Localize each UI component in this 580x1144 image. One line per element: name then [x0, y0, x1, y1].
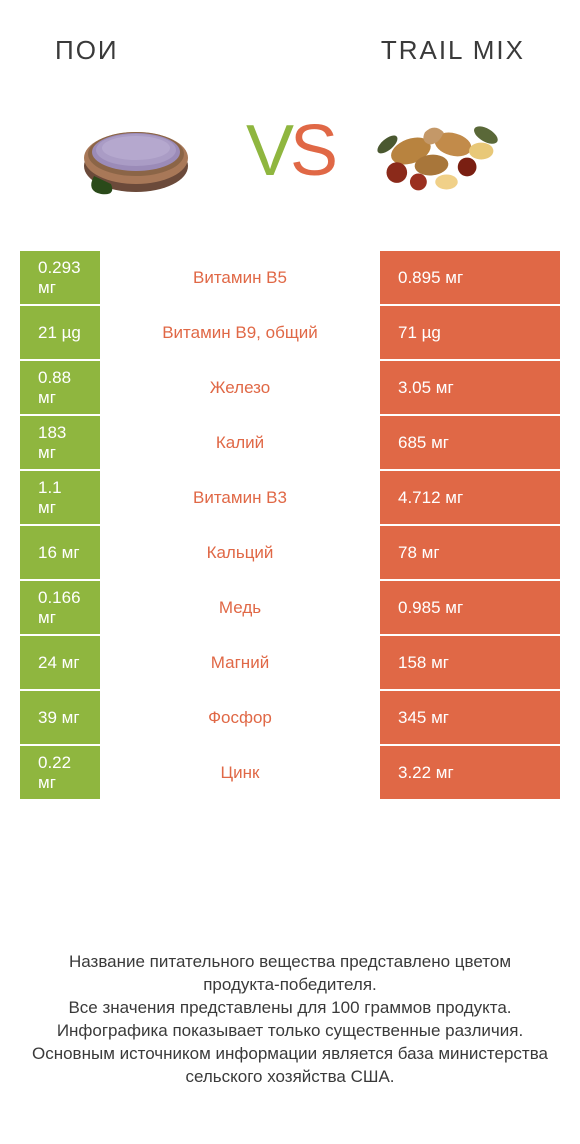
nutrient-label: Калий: [100, 416, 380, 469]
table-row: 0.166 мгМедь0.985 мг: [20, 581, 560, 636]
table-row: 0.22 мгЦинк3.22 мг: [20, 746, 560, 801]
nutrient-label: Витамин B5: [100, 251, 380, 304]
nutrient-label: Цинк: [100, 746, 380, 799]
nutrient-label: Витамин B3: [100, 471, 380, 524]
value-left: 21 µg: [20, 306, 100, 359]
title-left: ПОИ: [55, 35, 119, 66]
poi-icon: [76, 96, 206, 206]
title-right: TRAIL MIX: [381, 35, 525, 66]
table-row: 16 мгКальций78 мг: [20, 526, 560, 581]
value-right: 0.985 мг: [380, 581, 560, 634]
nutrient-label: Витамин B9, общий: [100, 306, 380, 359]
hero: VS: [0, 81, 580, 251]
value-right: 4.712 мг: [380, 471, 560, 524]
value-right: 0.895 мг: [380, 251, 560, 304]
value-right: 158 мг: [380, 636, 560, 689]
value-left: 0.166 мг: [20, 581, 100, 634]
table-row: 24 мгМагний158 мг: [20, 636, 560, 691]
vs-v: V: [246, 111, 290, 191]
table-row: 39 мгФосфор345 мг: [20, 691, 560, 746]
footer-line: Инфографика показывает только существенн…: [30, 1020, 550, 1043]
comparison-table: 0.293 мгВитамин B50.895 мг21 µgВитамин B…: [20, 251, 560, 801]
value-right: 78 мг: [380, 526, 560, 579]
food-image-right: [364, 91, 514, 211]
footer-line: Все значения представлены для 100 граммо…: [30, 997, 550, 1020]
value-right: 3.22 мг: [380, 746, 560, 799]
table-row: 0.88 мгЖелезо3.05 мг: [20, 361, 560, 416]
footer-line: Название питательного вещества представл…: [30, 951, 550, 997]
value-right: 345 мг: [380, 691, 560, 744]
value-left: 0.88 мг: [20, 361, 100, 414]
footer-line: Основным источником информации является …: [30, 1043, 550, 1089]
food-image-left: [66, 91, 216, 211]
trailmix-icon: [364, 96, 514, 206]
value-left: 0.22 мг: [20, 746, 100, 799]
value-left: 24 мг: [20, 636, 100, 689]
value-left: 0.293 мг: [20, 251, 100, 304]
table-row: 21 µgВитамин B9, общий71 µg: [20, 306, 560, 361]
nutrient-label: Магний: [100, 636, 380, 689]
nutrient-label: Фосфор: [100, 691, 380, 744]
nutrient-label: Кальций: [100, 526, 380, 579]
table-row: 1.1 мгВитамин B34.712 мг: [20, 471, 560, 526]
value-right: 3.05 мг: [380, 361, 560, 414]
value-left: 183 мг: [20, 416, 100, 469]
value-left: 39 мг: [20, 691, 100, 744]
vs-label: VS: [246, 110, 334, 192]
nutrient-label: Медь: [100, 581, 380, 634]
value-left: 1.1 мг: [20, 471, 100, 524]
table-row: 0.293 мгВитамин B50.895 мг: [20, 251, 560, 306]
header: ПОИ TRAIL MIX: [0, 0, 580, 81]
value-right: 71 µg: [380, 306, 560, 359]
footer-text: Название питательного вещества представл…: [0, 951, 580, 1089]
table-row: 183 мгКалий685 мг: [20, 416, 560, 471]
value-left: 16 мг: [20, 526, 100, 579]
nutrient-label: Железо: [100, 361, 380, 414]
value-right: 685 мг: [380, 416, 560, 469]
vs-s: S: [290, 111, 334, 191]
